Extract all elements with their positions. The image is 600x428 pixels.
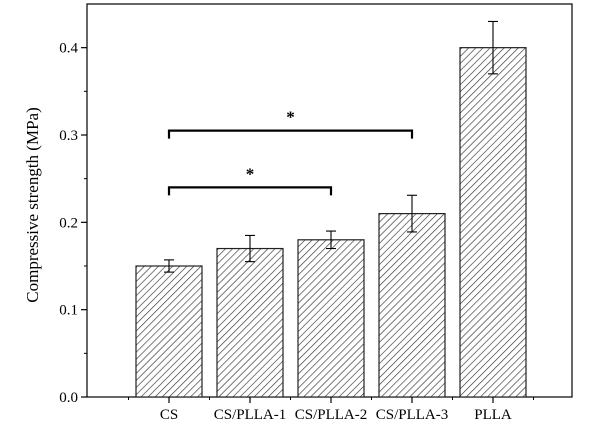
significance-bracket <box>167 129 414 139</box>
significance-bracket <box>167 186 333 196</box>
x-tick-label: CS/PLLA-2 <box>295 407 368 423</box>
y-tick-label: 0.3 <box>59 128 78 144</box>
y-tick-label: 0.1 <box>59 303 78 319</box>
x-tick-label: PLLA <box>474 407 512 423</box>
significance-star: * <box>286 108 295 127</box>
x-tick-label: CS/PLLA-3 <box>376 407 449 423</box>
bar <box>135 265 203 398</box>
bar <box>297 239 365 398</box>
bar <box>378 213 446 398</box>
significance-star: * <box>246 164 255 183</box>
y-tick-label: 0.2 <box>59 215 78 231</box>
y-axis-label: Compressive strength (MPa) <box>23 107 42 302</box>
bar <box>459 47 527 398</box>
y-tick-label: 0.0 <box>59 390 78 406</box>
x-tick-label: CS <box>160 407 178 423</box>
bar <box>216 247 284 398</box>
x-tick-label: CS/PLLA-1 <box>214 407 287 423</box>
y-tick-label: 0.4 <box>59 41 78 57</box>
plot-area: 0.0 0.1 0.2 0.3 0.4 CS CS/PLLA-1 CS/PLLA-2 CS/PL… <box>59 3 573 423</box>
